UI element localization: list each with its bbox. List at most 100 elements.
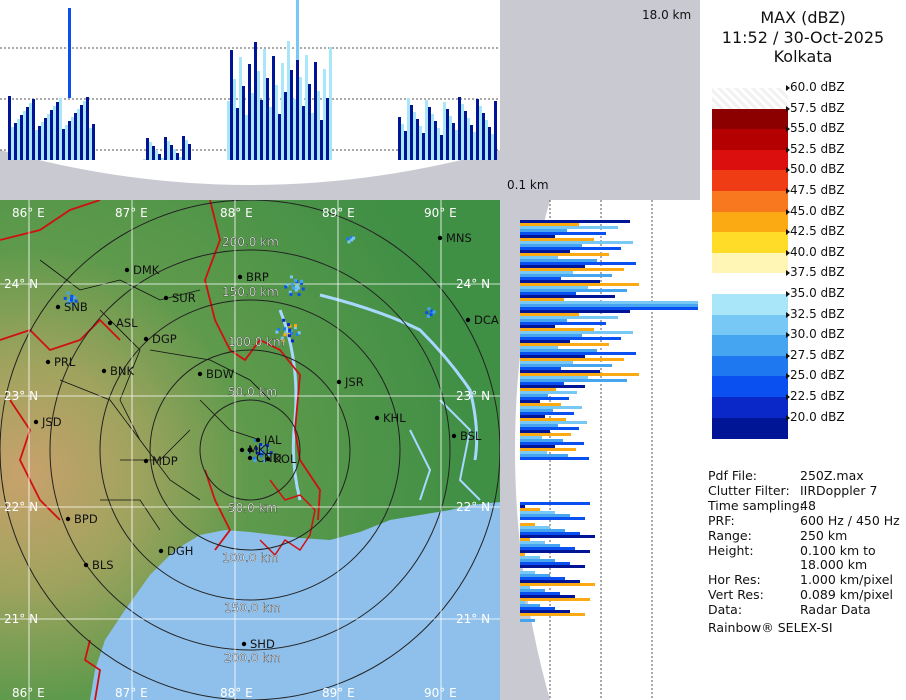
color-scale-label: 45.0 dBZ [790,203,845,218]
right-echo-bar [520,409,553,412]
echo-cell [290,331,294,335]
city-marker [465,317,471,323]
color-scale-swatch [712,335,788,357]
right-echo-bar [520,331,633,334]
echo-cell [290,339,294,343]
right-echo-bar [520,325,555,328]
color-scale-label: 30.0 dBZ [790,327,845,342]
top-echo-bar [440,135,443,160]
lon-label-top: 86° E [12,206,45,220]
right-echo-bar [520,532,580,535]
city-label: SNB [64,300,88,314]
top-echo-bar [38,126,41,160]
top-echo-bar [479,106,482,160]
right-echo-bar [520,328,594,331]
right-echo-bar [520,583,595,586]
color-scale-tick [786,291,790,297]
top-echo-bar [167,141,170,160]
right-echo-bar [520,457,589,460]
top-echo-bar [260,100,263,160]
height-top-label: 18.0 km [642,8,692,22]
echo-cell [297,331,301,335]
right-echo-bar [520,358,624,361]
right-echo-bar [520,304,698,307]
city-marker [83,562,89,568]
lon-label-bottom: 86° E [12,686,45,700]
range-ring-label: 100.0 km [222,551,279,565]
color-scale-swatch [712,417,788,439]
top-echo-bar [68,8,71,98]
color-scale-label: 32.5 dBZ [790,306,845,321]
right-echo-bar [520,553,525,556]
right-echo-bar [520,259,597,262]
right-echo-bar [520,292,576,295]
top-echo-bar [173,149,176,160]
lon-label-top: 88° E [220,206,253,220]
right-echo-bar [520,388,556,391]
top-echo-bar [476,99,479,160]
echo-cell [282,318,286,322]
top-echo-bar [152,146,155,160]
city-marker [265,456,271,462]
height-bottom-label: 0.1 km [507,178,549,192]
echo-cell [352,236,356,240]
info-value: 18.000 km [800,557,868,572]
right-echo-bar [520,577,565,580]
info-row: Range: 250 km [708,528,904,544]
right-echo-bar [520,544,560,547]
color-scale-swatch [712,88,788,109]
city-marker [336,379,342,385]
top-echo-bar [314,62,317,160]
color-scale-tick [786,332,790,339]
info-value: Radar Data [800,602,871,617]
top-echo-bar [437,128,440,160]
echo-cell [267,452,271,456]
top-echo-bar [272,56,275,160]
right-echo-bar [520,523,535,526]
top-echo-bar [62,129,65,160]
echo-cell [70,298,73,301]
top-echo-bar [29,103,32,160]
top-echo-bar [428,107,431,160]
city-label: PRL [54,355,76,369]
right-height-profile [500,200,700,700]
right-echo-bar [520,235,555,238]
city-label: JSR [344,375,364,389]
color-scale-label: 27.5 dBZ [790,347,845,362]
info-value: IIRDoppler 7 [800,483,878,498]
top-echo-bar [410,105,413,160]
echo-cell [301,287,305,291]
top-echo-bar [65,125,68,160]
lon-label-bottom: 88° E [220,686,253,700]
right-echo-bar [520,580,580,583]
top-echo-bar [32,99,35,160]
echo-cell [69,299,73,303]
right-echo-bar [520,241,633,244]
top-echo-bar [296,48,299,160]
latlon-grid [0,200,500,700]
top-echo-bar [491,134,494,160]
lon-label-bottom: 89° E [322,686,355,700]
range-rings [0,200,500,700]
color-scale-tick [786,126,790,133]
top-echo-bar [263,49,266,160]
right-echo-bar [520,262,636,265]
city-marker [33,419,39,425]
echo-cell [70,294,74,298]
top-echo-bar [161,158,164,160]
city-marker [241,641,247,647]
info-key: Time sampling: [708,498,804,513]
top-echo-bar [434,121,437,160]
lat-label-left: 22° N [4,500,38,514]
top-echo-bar [14,123,17,160]
top-echo-bar [158,154,161,160]
right-echo-bar [520,286,588,289]
echo-cell [275,330,279,334]
right-echo-bar [520,352,636,355]
right-echo-bar [520,607,555,610]
echo-cell [350,236,354,240]
top-echo-bar [170,145,173,160]
city-marker [163,295,169,301]
right-echo-bar [520,574,550,577]
